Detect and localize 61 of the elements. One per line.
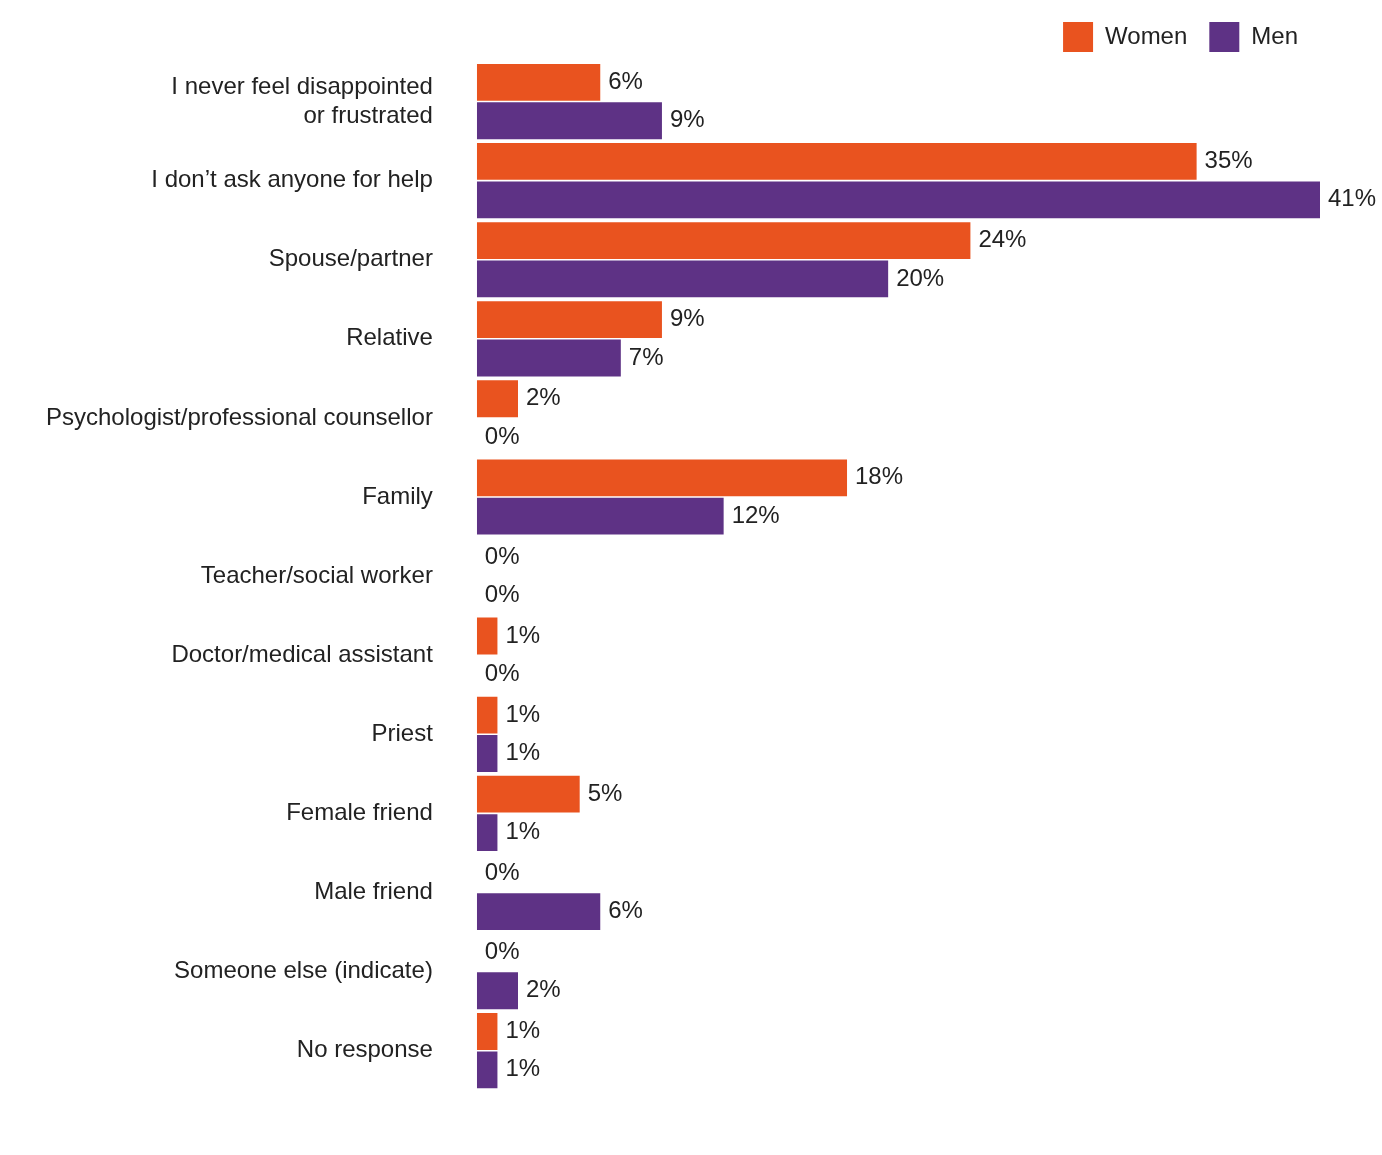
data-label: 0% [484, 937, 520, 965]
bar [476, 617, 498, 655]
data-label: 1% [505, 738, 541, 766]
data-label: 1% [505, 1054, 541, 1082]
y-tick-label: Someone else (indicate) [174, 956, 433, 984]
data-label: 35% [1204, 146, 1253, 174]
data-label: 5% [587, 778, 623, 806]
data-label: 0% [484, 579, 520, 607]
bar [476, 301, 662, 339]
bar [476, 893, 601, 931]
bar [476, 102, 662, 140]
data-label: 7% [628, 342, 664, 370]
bar [476, 459, 848, 497]
bar [476, 63, 601, 101]
y-tick-label: No response [296, 1035, 433, 1063]
bar [476, 222, 971, 259]
bar [476, 775, 580, 813]
data-label: 1% [505, 1016, 541, 1044]
bar [476, 339, 621, 377]
y-tick-label: Family [362, 481, 433, 509]
data-label: 12% [731, 500, 780, 528]
bar [476, 972, 518, 1010]
y-tick-label: Teacher/social worker [200, 560, 433, 588]
bar [476, 497, 724, 535]
data-label: 9% [669, 304, 705, 332]
y-tick-label: Female friend [286, 798, 433, 825]
data-label: 1% [505, 817, 541, 845]
data-label: 0% [484, 857, 520, 885]
bar [476, 735, 498, 772]
data-label: 24% [978, 225, 1027, 253]
bar [476, 696, 498, 734]
bar [476, 1051, 498, 1089]
y-tick-label: Doctor/medical assistant [171, 639, 434, 667]
y-tick-label: Priest [371, 718, 434, 746]
legend-label: Men [1251, 21, 1298, 49]
data-label: 1% [505, 699, 541, 727]
bar [476, 1013, 498, 1050]
data-label: 2% [526, 975, 561, 1003]
data-label: 1% [505, 620, 541, 648]
data-label: 18% [855, 462, 904, 490]
y-tick-label: Male friend [314, 877, 433, 905]
y-tick-label: Psychologist/professional counsellor [46, 402, 433, 430]
bar [476, 380, 518, 418]
y-tick-label: Spouse/partner [268, 244, 433, 272]
data-label: 2% [526, 383, 561, 411]
bar [476, 181, 1320, 219]
data-label: 20% [896, 263, 945, 291]
bar [476, 814, 498, 851]
data-label: 9% [669, 105, 705, 133]
bar [476, 143, 1197, 180]
y-tick-label: I don’t ask anyone for help [151, 165, 433, 193]
y-tick-label: I never feel disappointed or frustrated [171, 71, 433, 128]
y-tick-label: Relative [346, 323, 433, 351]
data-label: 41% [1328, 184, 1377, 212]
legend-label: Women [1105, 21, 1188, 49]
data-label: 6% [608, 66, 643, 94]
data-label: 0% [484, 659, 520, 686]
data-label: 6% [608, 896, 643, 924]
bar [476, 260, 889, 298]
data-label: 0% [484, 421, 520, 449]
data-label: 0% [484, 541, 520, 569]
